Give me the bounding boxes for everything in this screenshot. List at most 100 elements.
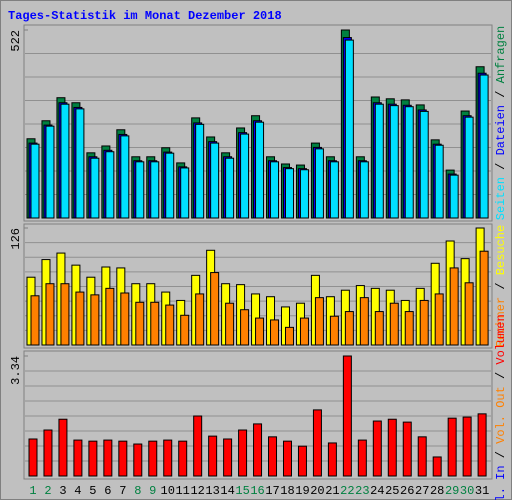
- bar: [404, 106, 414, 219]
- x-tick-label: 14: [220, 484, 234, 498]
- bar: [253, 423, 263, 477]
- legend-separator: /: [494, 83, 508, 105]
- x-tick-label: 28: [430, 484, 444, 498]
- bar: [344, 39, 354, 219]
- x-tick-label: 8: [134, 484, 141, 498]
- bar: [60, 283, 70, 346]
- bar: [133, 443, 143, 477]
- bar: [120, 292, 130, 346]
- bar: [135, 161, 145, 219]
- x-tick-label: 31: [475, 484, 489, 498]
- bar: [314, 148, 324, 219]
- y-tick-label: 3.34: [9, 356, 23, 385]
- x-tick-label: 19: [295, 484, 309, 498]
- bar: [447, 417, 457, 477]
- bar: [73, 439, 83, 477]
- bar: [148, 440, 158, 477]
- bar: [464, 282, 474, 346]
- bar: [299, 317, 309, 346]
- bar: [135, 301, 145, 346]
- bar: [195, 293, 205, 346]
- x-tick-label: 15: [235, 484, 249, 498]
- bar: [374, 103, 384, 219]
- x-tick-label: 30: [460, 484, 474, 498]
- bar: [58, 418, 68, 477]
- bar: [464, 116, 474, 219]
- x-tick-label: 1: [29, 484, 36, 498]
- bar: [30, 295, 40, 346]
- bar: [255, 121, 265, 219]
- x-tick-label: 2: [44, 484, 51, 498]
- bar: [165, 304, 175, 346]
- x-tick-label: 9: [149, 484, 156, 498]
- bar: [327, 442, 337, 477]
- bar: [238, 429, 248, 477]
- bar: [88, 440, 98, 477]
- legend-entry: Vol. Out: [494, 386, 508, 444]
- bar: [434, 293, 444, 346]
- x-tick-label: 18: [280, 484, 294, 498]
- bar: [299, 169, 309, 219]
- bar: [479, 74, 489, 219]
- bar: [434, 144, 444, 219]
- bar: [270, 319, 280, 346]
- bar: [30, 143, 40, 219]
- legend-entry: Besuche: [494, 225, 508, 275]
- x-tick-label: 6: [104, 484, 111, 498]
- bar: [118, 440, 128, 477]
- bar: [449, 267, 459, 346]
- bar: [297, 445, 307, 477]
- bar: [357, 439, 367, 477]
- legend-entry: Anfragen: [494, 26, 508, 84]
- legend-entry: Seiten: [494, 177, 508, 220]
- bar: [359, 297, 369, 346]
- bar: [163, 439, 173, 477]
- bar: [282, 440, 292, 477]
- bar: [432, 456, 442, 477]
- x-tick-label: 27: [415, 484, 429, 498]
- x-tick-label: 26: [400, 484, 414, 498]
- bar: [419, 110, 429, 219]
- legend-entry: Vol. In: [494, 465, 508, 500]
- bar: [180, 314, 190, 346]
- bar: [103, 439, 113, 477]
- legend-entry: Dateien: [494, 105, 508, 155]
- bar: [105, 287, 115, 346]
- x-tick-label: 7: [119, 484, 126, 498]
- y-tick-label: 126: [9, 228, 23, 250]
- bar: [284, 168, 294, 219]
- legend-separator: /: [494, 275, 508, 297]
- bar: [225, 157, 235, 219]
- bar: [210, 272, 220, 346]
- x-tick-label: 13: [205, 484, 219, 498]
- bar: [210, 142, 220, 219]
- bar: [270, 161, 280, 219]
- bar: [389, 302, 399, 346]
- bar: [195, 123, 205, 219]
- legend-entry: Rechner: [494, 297, 508, 347]
- bar: [193, 415, 203, 477]
- bar: [314, 297, 324, 346]
- bar: [43, 429, 53, 477]
- legend: Vol. In / Vol. Out / Volumen: [494, 314, 508, 500]
- bar: [329, 161, 339, 219]
- bar: [180, 167, 190, 219]
- bar: [477, 413, 487, 477]
- x-tick-label: 23: [355, 484, 369, 498]
- bar: [105, 151, 115, 219]
- bar: [255, 317, 265, 346]
- bar: [90, 157, 100, 219]
- bar: [372, 420, 382, 477]
- legend: Rechner / Besuche: [494, 225, 508, 347]
- bar: [462, 416, 472, 477]
- bar: [329, 315, 339, 346]
- bar: [75, 291, 85, 346]
- bar: [208, 435, 218, 477]
- bar: [479, 250, 489, 346]
- bar: [312, 409, 322, 477]
- bar: [268, 436, 278, 477]
- y-tick-label: 522: [9, 30, 23, 52]
- legend-separator: /: [494, 365, 508, 387]
- bar: [240, 133, 250, 219]
